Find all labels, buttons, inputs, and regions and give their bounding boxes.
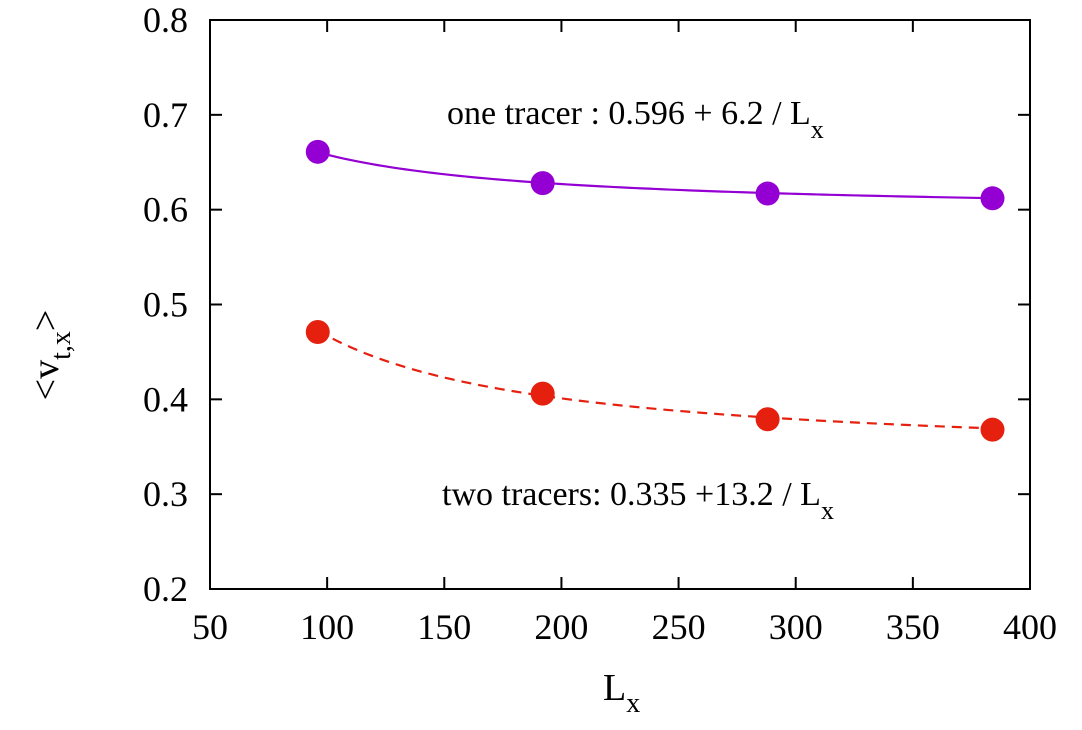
x-axis-label: Lx [603, 667, 640, 719]
fit-curve-1 [317, 151, 993, 200]
y-tick-label: 0.4 [143, 379, 188, 419]
axis-ticks: 50 100 150 200 250 300 350 400 0.2 0.3 0.4 0.5 0.6 0.… [143, 0, 1057, 647]
x-axis-label-main: L [603, 667, 626, 709]
y-tick-label: 0.7 [143, 95, 188, 135]
annotation-two-tracers-sub: x [821, 496, 834, 525]
x-axis-label-sub: x [626, 688, 640, 719]
data-point-series-1 [530, 171, 555, 196]
data-point-series-2 [305, 320, 330, 345]
fit-curves [317, 151, 993, 430]
y-axis-label-pre: <v [25, 360, 67, 400]
y-axis-label: <vt,x> [25, 310, 77, 401]
annotation-one-tracer-sub: x [811, 115, 824, 144]
x-tick-label: 350 [886, 607, 940, 647]
data-point-series-1 [305, 139, 330, 164]
x-tick-label: 200 [534, 607, 588, 647]
annotation-one-tracer: one tracer : 0.596 + 6.2 / Lx [447, 95, 824, 144]
y-tick-label: 0.6 [143, 190, 188, 230]
data-points [305, 139, 1005, 442]
y-axis-label-post: > [25, 310, 67, 331]
data-point-series-1 [980, 186, 1005, 211]
y-tick-label: 0.2 [143, 569, 188, 609]
data-point-series-1 [755, 181, 780, 206]
y-tick-label: 0.8 [143, 0, 188, 40]
fit-curve-2 [317, 329, 993, 430]
x-tick-label: 250 [652, 607, 706, 647]
annotation-one-tracer-text: one tracer : 0.596 + 6.2 / L [447, 95, 811, 132]
y-axis-label-sub: t,x [46, 331, 77, 360]
data-point-series-2 [755, 407, 780, 432]
annotation-two-tracers: two tracers: 0.335 +13.2 / Lx [442, 476, 834, 525]
x-tick-label: 100 [300, 607, 354, 647]
x-tick-label: 300 [769, 607, 823, 647]
x-tick-label: 400 [1003, 607, 1057, 647]
y-tick-label: 0.5 [143, 285, 188, 325]
data-point-series-2 [980, 417, 1005, 442]
x-tick-label: 150 [417, 607, 471, 647]
data-point-series-2 [530, 381, 555, 406]
y-tick-label: 0.3 [143, 474, 188, 514]
x-tick-label: 50 [192, 607, 228, 647]
annotation-two-tracers-text: two tracers: 0.335 +13.2 / L [442, 476, 821, 513]
